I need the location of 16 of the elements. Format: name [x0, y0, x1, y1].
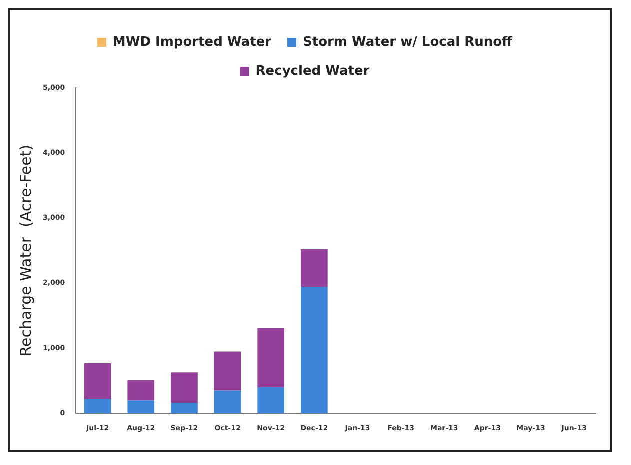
bar	[128, 380, 155, 401]
legend-label: Recycled Water	[256, 64, 370, 79]
bar	[258, 328, 285, 388]
bar	[214, 390, 242, 414]
bar	[258, 388, 285, 414]
bar	[171, 403, 198, 414]
bar	[214, 352, 242, 391]
legend-label: MWD Imported Water	[112, 34, 272, 50]
bar	[300, 250, 328, 288]
bar	[84, 399, 112, 414]
y-axis-title: Recharge Water (Acre-Feet)	[16, 144, 35, 357]
legend-label: Storm Water w/ Local Runoff	[303, 34, 514, 50]
bar	[128, 400, 155, 414]
bar	[300, 287, 328, 414]
bar	[84, 363, 112, 400]
bar	[171, 372, 198, 404]
